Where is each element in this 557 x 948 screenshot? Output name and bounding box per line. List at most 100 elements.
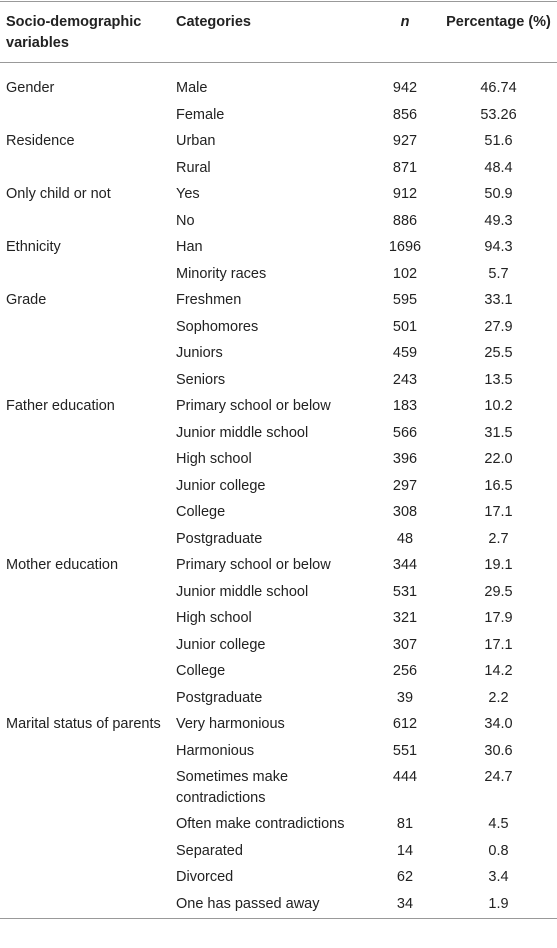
n-cell: 927 — [392, 133, 418, 149]
percentage-cell: 0.8 — [488, 842, 509, 859]
category-cell: Postgraduate — [176, 689, 263, 706]
n-cell: 243 — [392, 371, 418, 388]
percentage-cell: 5.7 — [488, 265, 509, 282]
n-cell: 308 — [392, 504, 418, 520]
table-row: No 886 49.3 — [0, 208, 557, 235]
variable-cell: Grade — [6, 292, 47, 308]
table-row: Separated 14 0.8 — [0, 838, 557, 865]
percentage-cell: 13.5 — [484, 371, 513, 388]
percentage-cell: 24.7 — [484, 769, 513, 785]
table-row: Junior college 297 16.5 — [0, 473, 557, 500]
category-cell: Female — [176, 106, 225, 123]
table-row: Father education Primary school or below 1… — [0, 393, 557, 420]
table-row: Only child or not Yes 912 50.9 — [0, 181, 557, 208]
n-cell: 444 — [392, 769, 418, 785]
n-cell: 102 — [392, 265, 418, 282]
table-row: College 308 17.1 — [0, 499, 557, 526]
n-cell: 307 — [392, 636, 418, 653]
category-cell: Junior middle school — [176, 583, 309, 600]
category-cell: Freshmen — [176, 292, 242, 308]
category-cell: High school — [176, 451, 252, 467]
n-cell: 566 — [392, 424, 418, 441]
table-row: Divorced 62 3.4 — [0, 864, 557, 891]
percentage-cell: 49.3 — [484, 212, 513, 229]
table-row: Harmonious 551 30.6 — [0, 738, 557, 765]
category-cell: Junior college — [176, 477, 266, 494]
percentage-cell: 2.7 — [488, 530, 509, 547]
variable-cell — [0, 367, 172, 394]
table-row: High school 396 22.0 — [0, 446, 557, 473]
n-cell: 62 — [396, 869, 414, 885]
percentage-cell: 16.5 — [484, 477, 513, 494]
category-cell: Urban — [176, 133, 216, 149]
header-cell: Categories — [172, 1, 370, 63]
table-row: Mother education Primary school or below 3… — [0, 552, 557, 579]
percentage-cell: 17.9 — [484, 610, 513, 626]
category-cell: Postgraduate — [176, 530, 263, 547]
variable-cell — [0, 261, 172, 288]
variable-cell — [0, 838, 172, 865]
category-cell: Sometimes make contradictions — [176, 769, 289, 806]
table-row: Marital status of parents Very harmonious… — [0, 711, 557, 738]
n-cell: 321 — [392, 610, 418, 626]
variable-cell: Residence — [6, 133, 75, 149]
percentage-cell: 17.1 — [484, 504, 513, 520]
variable-cell: Marital status of parents — [6, 716, 161, 732]
n-cell: 344 — [392, 557, 418, 573]
variable-cell: Ethnicity — [6, 239, 61, 255]
category-cell: Primary school or below — [176, 557, 331, 573]
n-cell: 14 — [396, 842, 414, 859]
variable-cell: Father education — [6, 398, 115, 414]
table-row: Sophomores 501 27.9 — [0, 314, 557, 341]
category-cell: Junior middle school — [176, 424, 309, 441]
table-row: Gender Male 942 46.74 — [0, 63, 557, 102]
variable-cell — [0, 685, 172, 712]
table-row: Often make contradictions 81 4.5 — [0, 811, 557, 838]
variable-cell — [0, 208, 172, 235]
table-row: Minority races 102 5.7 — [0, 261, 557, 288]
header-cell: Socio-demographic variables — [0, 1, 172, 63]
table-row: Junior college 307 17.1 — [0, 632, 557, 659]
variable-cell — [0, 446, 172, 473]
table-row: Ethnicity Han 1696 94.3 — [0, 234, 557, 261]
variable-cell — [0, 314, 172, 341]
percentage-cell: 10.2 — [484, 398, 513, 414]
variable-cell — [0, 102, 172, 129]
category-cell: Harmonious — [176, 742, 255, 759]
n-cell: 183 — [392, 398, 418, 414]
variable-cell — [0, 632, 172, 659]
table-row: Residence Urban 927 51.6 — [0, 128, 557, 155]
category-cell: High school — [176, 610, 252, 626]
n-cell: 595 — [392, 292, 418, 308]
category-cell: Yes — [176, 186, 200, 202]
n-cell: 551 — [392, 742, 418, 759]
n-cell: 531 — [392, 583, 418, 600]
percentage-cell: 22.0 — [484, 451, 513, 467]
category-cell: College — [176, 663, 226, 679]
n-cell: 39 — [396, 689, 414, 706]
n-cell: 48 — [396, 530, 414, 547]
category-cell: Primary school or below — [176, 398, 331, 414]
n-cell: 256 — [392, 663, 418, 679]
category-cell: College — [176, 504, 226, 520]
category-cell: Male — [176, 80, 208, 96]
category-cell: Rural — [176, 159, 211, 176]
variable-cell — [0, 526, 172, 553]
variable-cell: Gender — [6, 80, 55, 96]
table-header: Socio-demographic variables Categories n… — [0, 1, 557, 63]
percentage-cell: 51.6 — [484, 133, 513, 149]
category-cell: Junior college — [176, 636, 266, 653]
table-row: Junior middle school 531 29.5 — [0, 579, 557, 606]
header-cell: n — [370, 1, 440, 63]
variable-cell — [0, 155, 172, 182]
category-cell: No — [176, 212, 195, 229]
header-row: Socio-demographic variables Categories n… — [0, 1, 557, 63]
variable-cell — [0, 811, 172, 838]
table-row: Postgraduate 48 2.7 — [0, 526, 557, 553]
header-cell: Percentage (%) — [440, 1, 557, 63]
percentage-cell: 3.4 — [488, 869, 509, 885]
percentage-cell: 17.1 — [484, 636, 513, 653]
variable-cell — [0, 864, 172, 891]
table-row: High school 321 17.9 — [0, 605, 557, 632]
